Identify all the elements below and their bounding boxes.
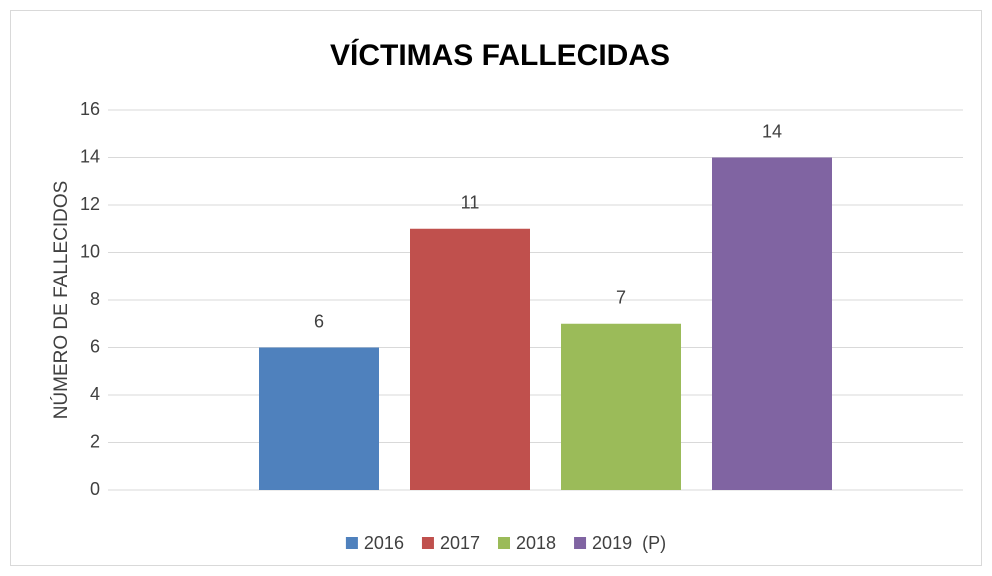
- legend-swatch: [498, 537, 510, 549]
- y-tick-label: 0: [90, 479, 100, 499]
- bar: [259, 347, 379, 490]
- y-tick-label: 16: [80, 99, 100, 119]
- data-label: 7: [616, 288, 626, 308]
- y-tick-label: 12: [80, 194, 100, 214]
- y-tick-label: 4: [90, 384, 100, 404]
- data-label: 14: [762, 121, 782, 141]
- legend-label: 2016: [364, 533, 404, 553]
- bar: [561, 323, 681, 490]
- legend-label: 2018: [516, 533, 556, 553]
- y-tick-label: 8: [90, 289, 100, 309]
- y-axis-label: NÚMERO DE FALLECIDOS: [50, 181, 72, 420]
- bar: [712, 157, 832, 490]
- legend-swatch: [345, 537, 358, 549]
- legend-swatch: [421, 537, 434, 549]
- legend-label: 2019 (P): [592, 533, 666, 553]
- legend-label: 2017: [440, 533, 480, 553]
- data-label: 6: [314, 311, 324, 331]
- y-tick-label: 6: [90, 336, 100, 356]
- y-tick-label: 14: [80, 146, 100, 166]
- bar: [410, 228, 530, 490]
- y-tick-label: 10: [80, 241, 100, 261]
- chart-title: VÍCTIMAS FALLECIDAS: [330, 38, 670, 72]
- legend-swatch: [574, 537, 587, 549]
- data-label: 11: [461, 193, 480, 213]
- y-tick-label: 2: [90, 431, 100, 451]
